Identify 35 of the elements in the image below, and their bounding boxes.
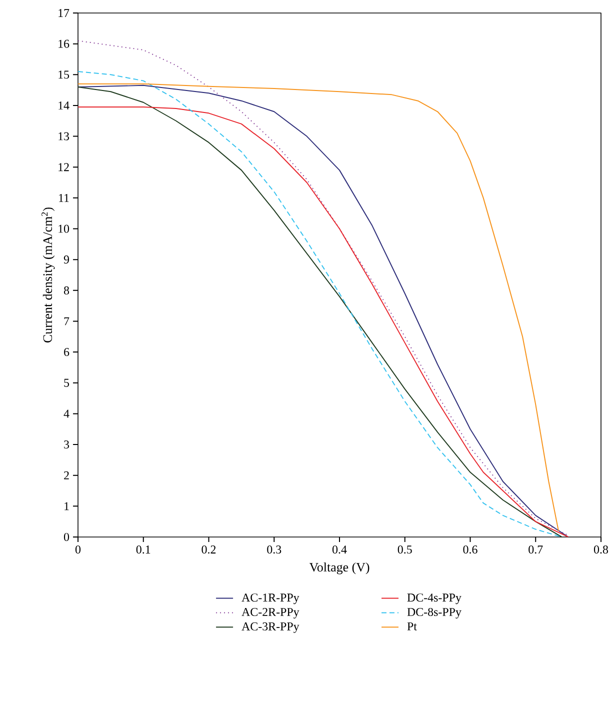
x-tick-label: 0 bbox=[75, 545, 81, 554]
legend-label: Pt bbox=[407, 622, 417, 630]
legend-label: AC-1R-PPy bbox=[242, 594, 300, 604]
x-axis-title: Voltage (V) bbox=[309, 562, 370, 574]
y-tick-label: 16 bbox=[58, 40, 70, 48]
y-tick-label: 4 bbox=[64, 410, 70, 418]
y-tick-label: 10 bbox=[58, 224, 70, 233]
x-tick-label: 0.7 bbox=[528, 545, 543, 554]
x-tick-label: 0.5 bbox=[398, 545, 412, 554]
y-tick-label: 15 bbox=[58, 70, 70, 79]
y-tick-label: 8 bbox=[64, 286, 70, 294]
y-tick-label: 1 bbox=[64, 502, 69, 510]
y-tick-label: 0 bbox=[64, 532, 70, 542]
y-tick-label: 3 bbox=[64, 440, 70, 449]
x-tick-label: 0.3 bbox=[267, 545, 282, 554]
x-tick-label: 0.2 bbox=[202, 545, 216, 554]
legend-label: AC-2R-PPy bbox=[242, 608, 300, 618]
x-tick-label: 0.8 bbox=[594, 545, 608, 554]
y-tick-label: 6 bbox=[64, 348, 70, 356]
y-tick-label: 14 bbox=[58, 102, 70, 110]
y-tick-label: 2 bbox=[64, 471, 69, 480]
legend-label: AC-3R-PPy bbox=[242, 622, 300, 633]
x-tick-label: 0.6 bbox=[463, 545, 478, 554]
y-tick-label: 17 bbox=[58, 9, 70, 17]
y-tick-label: 5 bbox=[64, 378, 70, 387]
legend-label: DC-8s-PPy bbox=[407, 608, 462, 618]
x-tick-label: 0.1 bbox=[136, 545, 150, 554]
y-tick-label: 11 bbox=[59, 194, 69, 202]
y-tick-label: 13 bbox=[58, 132, 70, 140]
y-tick-label: 12 bbox=[58, 163, 69, 172]
legend-label: DC-4s-PPy bbox=[407, 594, 462, 604]
y-axis-title: Current density (mA/cm$^{2}$) bbox=[42, 208, 55, 342]
y-tick-label: 9 bbox=[64, 256, 70, 264]
y-tick-label: 7 bbox=[64, 317, 70, 326]
x-tick-label: 0.4 bbox=[332, 545, 347, 554]
